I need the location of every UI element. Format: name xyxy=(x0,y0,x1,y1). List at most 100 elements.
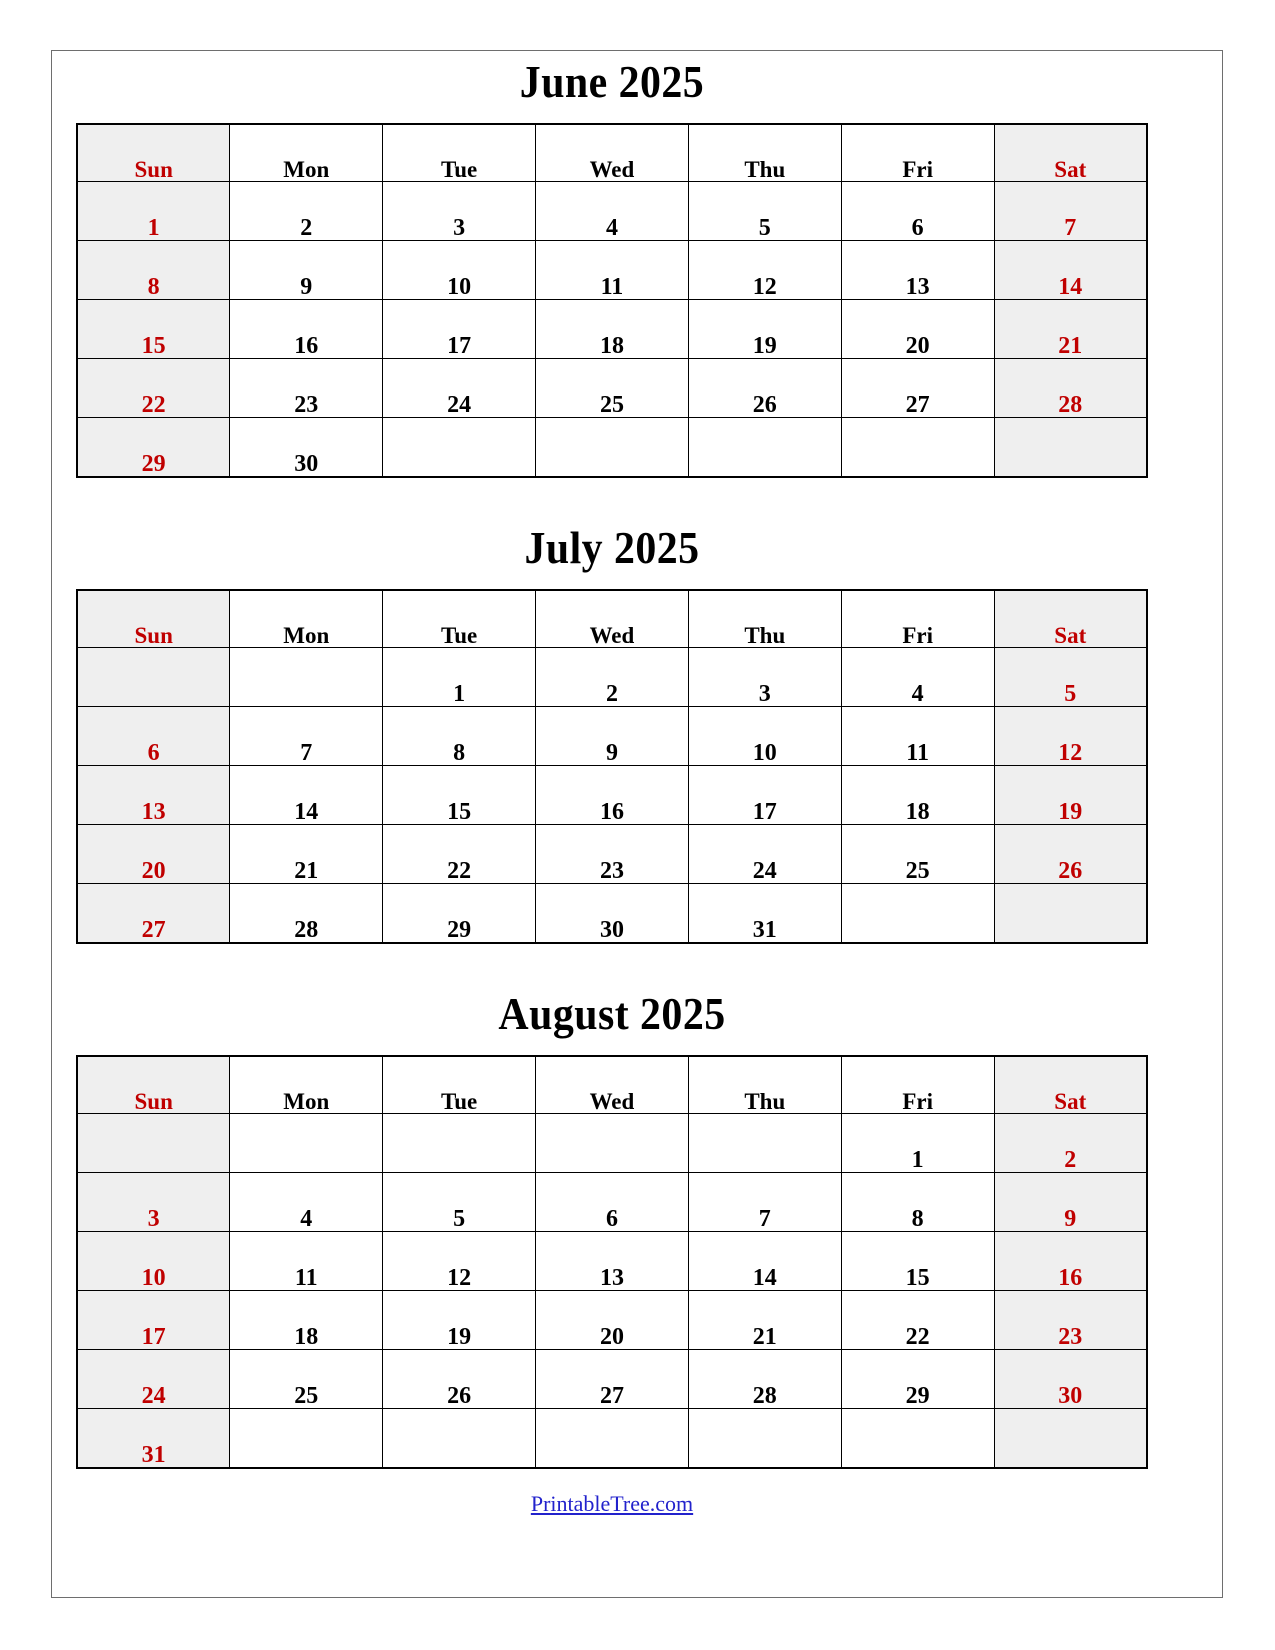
day-cell[interactable]: 30 xyxy=(535,883,689,944)
day-cell[interactable]: 5 xyxy=(993,647,1148,707)
day-cell[interactable]: 26 xyxy=(993,824,1148,884)
day-cell-empty[interactable] xyxy=(229,647,384,707)
day-cell-empty[interactable] xyxy=(535,417,689,478)
day-cell[interactable]: 25 xyxy=(840,824,995,884)
day-cell[interactable]: 10 xyxy=(76,1231,231,1291)
day-cell-empty[interactable] xyxy=(993,883,1148,944)
day-cell-empty[interactable] xyxy=(840,417,995,478)
day-cell[interactable]: 9 xyxy=(229,240,384,300)
day-cell[interactable]: 9 xyxy=(993,1172,1148,1232)
day-cell[interactable]: 25 xyxy=(535,358,689,418)
day-cell[interactable]: 13 xyxy=(76,765,231,825)
day-cell[interactable]: 16 xyxy=(993,1231,1148,1291)
day-cell[interactable]: 13 xyxy=(535,1231,689,1291)
day-cell-empty[interactable] xyxy=(687,1113,842,1173)
day-cell[interactable]: 3 xyxy=(687,647,842,707)
day-cell[interactable]: 20 xyxy=(76,824,231,884)
day-cell[interactable]: 3 xyxy=(76,1172,231,1232)
day-cell[interactable]: 5 xyxy=(382,1172,537,1232)
day-cell[interactable]: 30 xyxy=(993,1349,1148,1409)
day-cell[interactable]: 8 xyxy=(76,240,231,300)
day-cell[interactable]: 21 xyxy=(229,824,384,884)
day-cell[interactable]: 17 xyxy=(76,1290,231,1350)
day-cell[interactable]: 19 xyxy=(382,1290,537,1350)
printabletree-link[interactable]: PrintableTree.com xyxy=(530,1491,694,1516)
day-cell-empty[interactable] xyxy=(382,417,537,478)
day-cell[interactable]: 17 xyxy=(382,299,537,359)
day-cell[interactable]: 3 xyxy=(382,181,537,241)
day-cell[interactable]: 12 xyxy=(993,706,1148,766)
day-cell[interactable]: 24 xyxy=(76,1349,231,1409)
day-cell-empty[interactable] xyxy=(382,1113,537,1173)
day-cell[interactable]: 21 xyxy=(687,1290,842,1350)
day-cell-empty[interactable] xyxy=(382,1408,537,1469)
day-cell[interactable]: 26 xyxy=(382,1349,537,1409)
day-cell[interactable]: 13 xyxy=(840,240,995,300)
day-cell[interactable]: 30 xyxy=(229,417,384,478)
day-cell[interactable]: 1 xyxy=(76,181,231,241)
day-cell[interactable]: 16 xyxy=(535,765,689,825)
day-cell[interactable]: 17 xyxy=(687,765,842,825)
day-cell[interactable]: 6 xyxy=(840,181,995,241)
day-cell[interactable]: 28 xyxy=(687,1349,842,1409)
day-cell[interactable]: 14 xyxy=(993,240,1148,300)
day-cell[interactable]: 4 xyxy=(840,647,995,707)
day-cell-empty[interactable] xyxy=(687,417,842,478)
day-cell[interactable]: 5 xyxy=(687,181,842,241)
day-cell[interactable]: 2 xyxy=(229,181,384,241)
day-cell[interactable]: 10 xyxy=(382,240,537,300)
day-cell[interactable]: 21 xyxy=(993,299,1148,359)
day-cell[interactable]: 11 xyxy=(840,706,995,766)
day-cell[interactable]: 23 xyxy=(229,358,384,418)
day-cell[interactable]: 28 xyxy=(993,358,1148,418)
day-cell[interactable]: 22 xyxy=(76,358,231,418)
day-cell[interactable]: 1 xyxy=(840,1113,995,1173)
day-cell[interactable]: 18 xyxy=(229,1290,384,1350)
day-cell-empty[interactable] xyxy=(993,1408,1148,1469)
day-cell[interactable]: 27 xyxy=(76,883,231,944)
day-cell[interactable]: 8 xyxy=(840,1172,995,1232)
day-cell[interactable]: 14 xyxy=(229,765,384,825)
day-cell[interactable]: 4 xyxy=(535,181,689,241)
day-cell[interactable]: 29 xyxy=(840,1349,995,1409)
day-cell[interactable]: 11 xyxy=(229,1231,384,1291)
day-cell[interactable]: 20 xyxy=(535,1290,689,1350)
day-cell[interactable]: 18 xyxy=(840,765,995,825)
day-cell[interactable]: 24 xyxy=(382,358,537,418)
day-cell[interactable]: 6 xyxy=(76,706,231,766)
day-cell[interactable]: 14 xyxy=(687,1231,842,1291)
day-cell[interactable]: 26 xyxy=(687,358,842,418)
day-cell[interactable]: 15 xyxy=(840,1231,995,1291)
day-cell[interactable]: 18 xyxy=(535,299,689,359)
day-cell[interactable]: 24 xyxy=(687,824,842,884)
day-cell-empty[interactable] xyxy=(229,1113,384,1173)
day-cell[interactable]: 23 xyxy=(535,824,689,884)
day-cell[interactable]: 8 xyxy=(382,706,537,766)
day-cell[interactable]: 7 xyxy=(229,706,384,766)
day-cell-empty[interactable] xyxy=(76,1113,231,1173)
day-cell[interactable]: 9 xyxy=(535,706,689,766)
day-cell[interactable]: 29 xyxy=(382,883,537,944)
day-cell[interactable]: 2 xyxy=(535,647,689,707)
day-cell-empty[interactable] xyxy=(229,1408,384,1469)
day-cell-empty[interactable] xyxy=(535,1113,689,1173)
day-cell[interactable]: 28 xyxy=(229,883,384,944)
day-cell[interactable]: 6 xyxy=(535,1172,689,1232)
day-cell[interactable]: 2 xyxy=(993,1113,1148,1173)
day-cell[interactable]: 11 xyxy=(535,240,689,300)
day-cell-empty[interactable] xyxy=(840,883,995,944)
day-cell[interactable]: 4 xyxy=(229,1172,384,1232)
day-cell[interactable]: 7 xyxy=(993,181,1148,241)
day-cell[interactable]: 10 xyxy=(687,706,842,766)
day-cell[interactable]: 29 xyxy=(76,417,231,478)
day-cell[interactable]: 23 xyxy=(993,1290,1148,1350)
day-cell-empty[interactable] xyxy=(76,647,231,707)
day-cell[interactable]: 22 xyxy=(840,1290,995,1350)
day-cell[interactable]: 7 xyxy=(687,1172,842,1232)
day-cell[interactable]: 1 xyxy=(382,647,537,707)
day-cell[interactable]: 19 xyxy=(687,299,842,359)
day-cell-empty[interactable] xyxy=(535,1408,689,1469)
day-cell[interactable]: 15 xyxy=(76,299,231,359)
day-cell[interactable]: 22 xyxy=(382,824,537,884)
day-cell[interactable]: 31 xyxy=(76,1408,231,1469)
